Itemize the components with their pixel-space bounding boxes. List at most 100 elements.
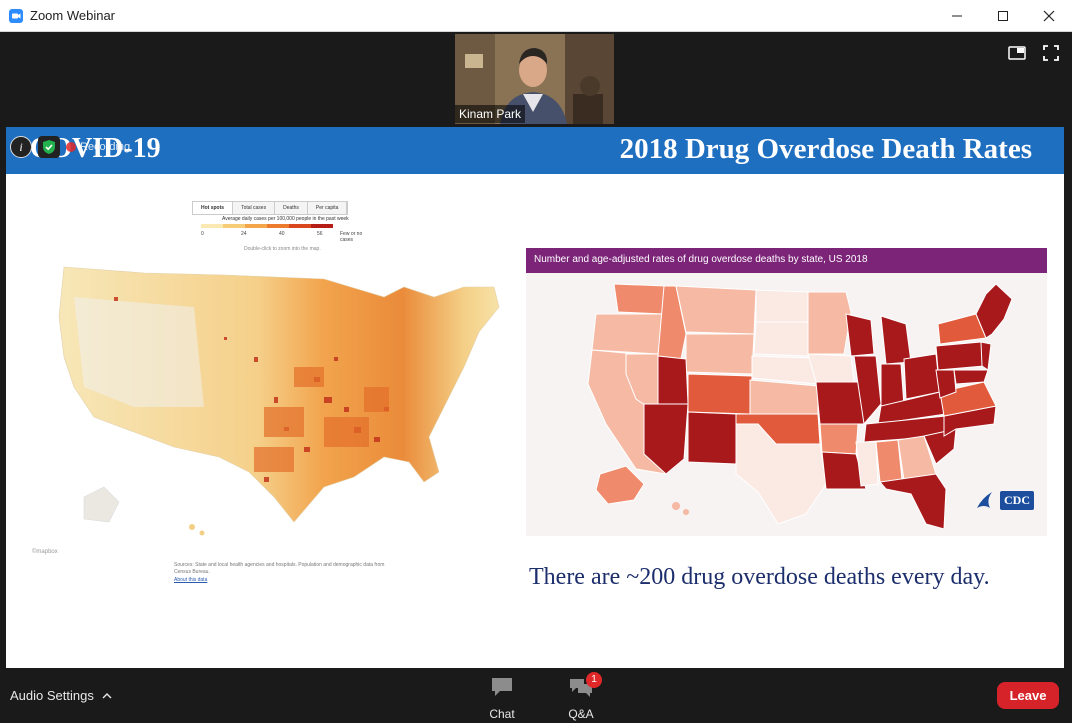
cdc-logo: CDC <box>974 488 1034 512</box>
legend-tick: 56 <box>317 231 323 237</box>
state-hi <box>683 509 689 515</box>
qa-label: Q&A <box>568 707 594 721</box>
cdc-logo-text: CDC <box>1000 490 1034 510</box>
tab-per-capita[interactable]: Per capita <box>307 202 348 214</box>
state-ia <box>807 353 855 383</box>
legend-few-cases: Few or no cases <box>340 231 363 243</box>
chat-button[interactable]: Chat <box>489 675 515 721</box>
minimize-button[interactable] <box>934 0 980 31</box>
state-tx <box>735 423 827 525</box>
video-strip: Kinam Park <box>0 32 1072 126</box>
meeting-toolbar: Audio Settings Chat Q&A 1 Leave <box>0 669 1072 723</box>
tab-hot-spots[interactable]: Hot spots <box>193 202 234 214</box>
cdc-map-panel: Number and age-adjusted rates of drug ov… <box>526 248 1047 536</box>
close-icon <box>1043 10 1055 21</box>
covid-map-tabs: Hot spots Total cases Deaths Per capita <box>192 201 349 215</box>
overdose-rate-map <box>587 283 1013 530</box>
state-ut <box>657 355 689 405</box>
state-al <box>875 439 903 483</box>
state-wi <box>845 313 875 357</box>
close-button[interactable] <box>1026 0 1072 31</box>
legend-swatch <box>289 224 311 228</box>
window-titlebar: Zoom Webinar <box>0 0 1072 32</box>
about-data-link[interactable]: About this data <box>174 577 208 583</box>
state-wa <box>613 283 667 315</box>
legend-tick: 0 <box>201 231 204 237</box>
map-source-note: Sources: State and local health agencies… <box>174 562 385 575</box>
recording-label: Recording <box>80 141 131 153</box>
state-id <box>657 285 687 360</box>
state-in <box>880 363 905 407</box>
state-nm <box>687 411 737 465</box>
legend-swatch <box>223 224 245 228</box>
state-ak <box>595 465 645 505</box>
slide-right-title: 2018 Drug Overdose Death Rates <box>619 133 1032 165</box>
window-title: Zoom Webinar <box>30 8 116 23</box>
state-nd <box>755 289 809 323</box>
encryption-shield-icon[interactable] <box>38 136 60 158</box>
slide-header: COVID-19 2018 Drug Overdose Death Rates … <box>6 127 1064 174</box>
chat-bubble-icon <box>492 678 512 696</box>
state-fl <box>879 473 947 530</box>
hhs-eagle-icon <box>977 492 992 508</box>
recording-indicator[interactable]: Recording <box>66 141 130 153</box>
participant-name: Kinam Park <box>455 105 526 123</box>
maximize-button[interactable] <box>980 0 1026 31</box>
recording-dot-icon <box>66 142 76 152</box>
audio-settings-button[interactable]: Audio Settings <box>10 688 112 703</box>
slide-footer-text: There are ~200 drug overdose deaths ever… <box>529 564 990 590</box>
chat-label: Chat <box>489 707 515 721</box>
state-ms <box>855 441 879 487</box>
shared-screen: COVID-19 2018 Drug Overdose Death Rates … <box>6 127 1064 668</box>
meeting-info-icon[interactable]: i <box>10 136 32 158</box>
chevron-up-icon <box>102 692 112 698</box>
legend-color-bar <box>201 224 333 228</box>
state-or <box>591 313 665 355</box>
state-wy <box>685 333 755 375</box>
state-ks <box>749 379 819 415</box>
state-sd <box>753 321 809 357</box>
state-new-england <box>975 283 1013 339</box>
state-co <box>687 373 753 415</box>
view-mode-icon[interactable] <box>1008 44 1026 62</box>
state-hi <box>672 502 680 510</box>
state-mt <box>675 285 757 335</box>
legend-caption: Average daily cases per 100,000 people i… <box>222 216 349 222</box>
state-mi <box>880 315 912 365</box>
mapbox-attribution: ©mapbox <box>32 549 58 555</box>
audio-settings-label: Audio Settings <box>10 688 94 703</box>
state-pa <box>935 341 985 371</box>
legend-swatch <box>245 224 267 228</box>
cdc-map-header-text: Number and age-adjusted rates of drug ov… <box>534 254 868 265</box>
maximize-icon <box>998 10 1008 21</box>
state-mn <box>807 291 852 355</box>
participant-video[interactable]: Kinam Park <box>455 34 614 124</box>
legend-swatch <box>311 224 333 228</box>
zoom-app-icon <box>9 8 23 23</box>
state-ar <box>819 423 859 455</box>
legend-tick: 24 <box>241 231 247 237</box>
state-oh <box>903 353 941 400</box>
state-ne <box>751 355 819 385</box>
qa-button[interactable]: Q&A 1 <box>568 672 602 721</box>
qa-notification-badge: 1 <box>586 672 602 688</box>
state-il <box>853 355 882 426</box>
state-md <box>953 369 989 385</box>
legend-swatch <box>201 224 223 228</box>
state-la <box>821 451 867 490</box>
covid-map-panel: Hot spots Total cases Deaths Per capita … <box>24 197 514 587</box>
state-wv <box>935 369 957 399</box>
tab-deaths[interactable]: Deaths <box>275 202 308 214</box>
covid-hotspot-map <box>58 266 500 536</box>
tab-total-cases[interactable]: Total cases <box>233 202 276 214</box>
legend-swatch <box>267 224 289 228</box>
qa-bubbles-icon <box>570 679 592 697</box>
state-az <box>643 403 689 475</box>
map-hint: Double-click to zoom into the map. <box>244 246 321 252</box>
state-nj <box>980 341 992 371</box>
legend-tick: 40 <box>279 231 285 237</box>
leave-button[interactable]: Leave <box>997 682 1059 709</box>
minimize-icon <box>952 15 962 16</box>
fullscreen-icon[interactable] <box>1042 44 1060 62</box>
cdc-map-header: Number and age-adjusted rates of drug ov… <box>526 248 1047 273</box>
